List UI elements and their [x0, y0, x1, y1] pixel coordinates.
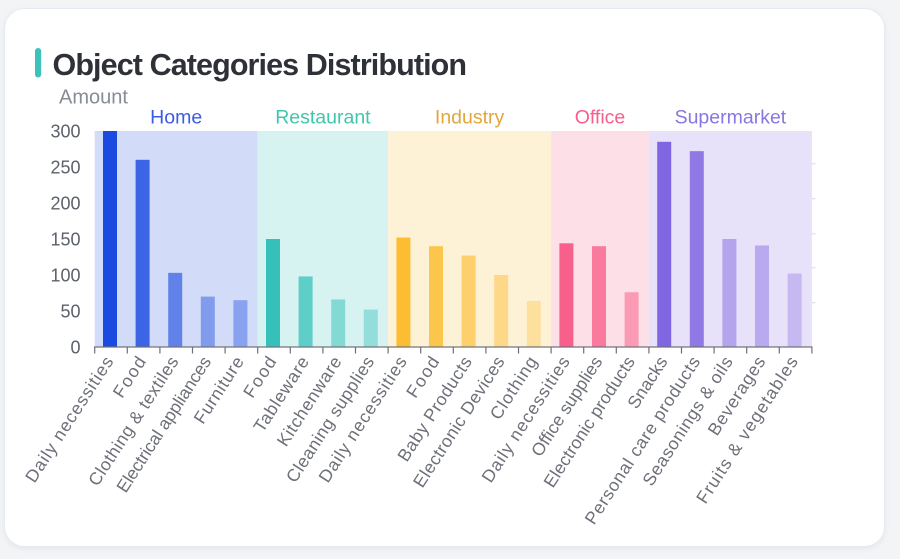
svg-text:300: 300 — [50, 121, 80, 141]
svg-text:Supermarket: Supermarket — [675, 107, 787, 129]
svg-text:Industry: Industry — [435, 107, 505, 129]
svg-text:Office: Office — [575, 107, 626, 129]
svg-text:100: 100 — [50, 265, 80, 285]
svg-text:Home: Home — [150, 107, 202, 129]
svg-text:Object Categories Distribution: Object Categories Distribution — [53, 48, 467, 82]
svg-text:Amount: Amount — [59, 87, 128, 109]
svg-text:50: 50 — [60, 301, 80, 321]
svg-text:150: 150 — [50, 229, 80, 249]
svg-text:200: 200 — [50, 193, 80, 213]
svg-text:250: 250 — [50, 157, 80, 177]
svg-text:0: 0 — [70, 337, 80, 357]
svg-text:Restaurant: Restaurant — [275, 107, 371, 129]
